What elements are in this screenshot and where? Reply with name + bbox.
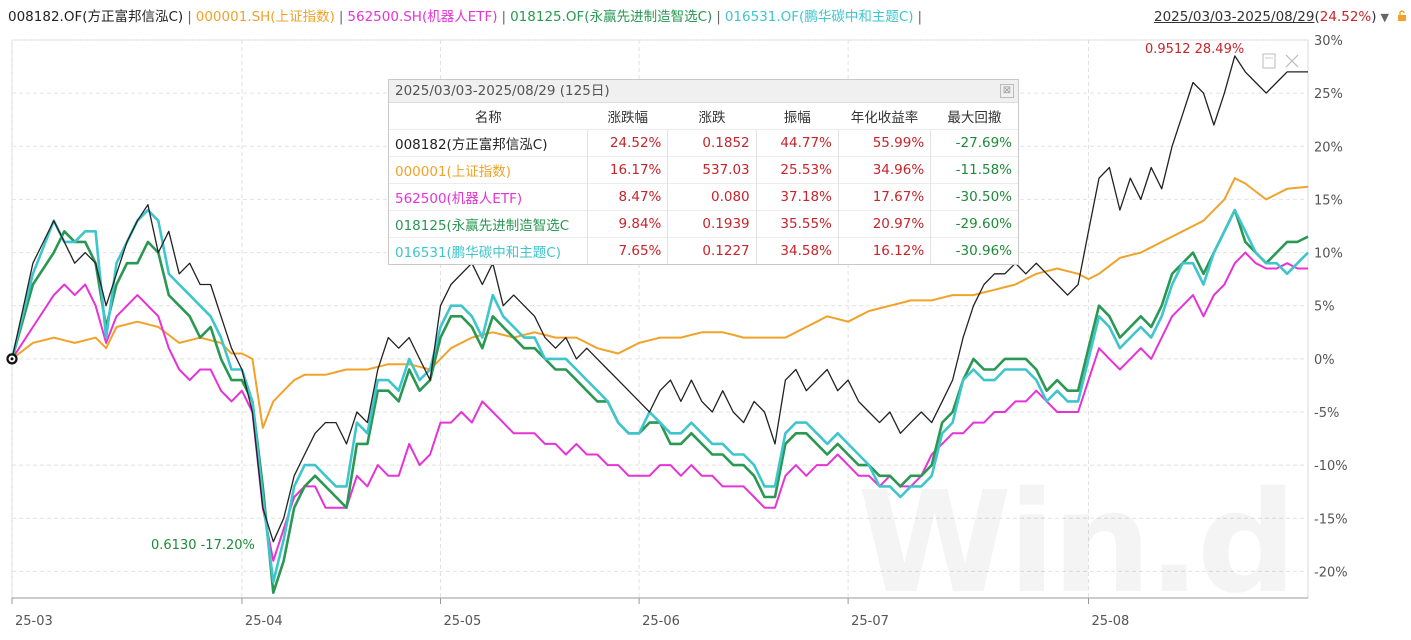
date-range-label: 2025/03/03-2025/08/29 <box>1153 9 1315 25</box>
legend-item-562500[interactable]: 562500.SH(机器人ETF) <box>347 9 498 25</box>
row-amplitude: 35.55% <box>755 210 839 238</box>
close-chart-icon[interactable] <box>1284 53 1300 69</box>
legend-item-008182[interactable]: 008182.OF(方正富邦信泓C) <box>8 9 184 25</box>
row-annualized: 55.99% <box>837 129 931 157</box>
row-chg: 0.080 <box>667 183 757 211</box>
table-row[interactable]: 000001(上证指数) 16.17% 537.03 25.53% 34.96%… <box>389 156 1018 184</box>
y-tick-label: 10% <box>1314 247 1343 262</box>
row-max-drawdown: -27.69% <box>930 129 1018 157</box>
stats-panel-header: 2025/03/03-2025/08/29 (125日) ⊠ <box>389 80 1018 103</box>
max-value-annotation: 0.9512 28.49% <box>1145 42 1245 57</box>
col-max-drawdown[interactable]: 最大回撤 <box>947 110 1002 126</box>
x-axis: 25-03 25-04 25-05 25-06 25-07 25-08 <box>11 597 1308 629</box>
x-tick-label: 25-05 <box>444 614 482 629</box>
chart-markers <box>6 353 18 365</box>
close-icon[interactable]: ⊠ <box>1000 84 1014 98</box>
y-tick-label: 25% <box>1314 87 1343 102</box>
start-point-dot <box>10 357 14 361</box>
min-value-annotation: 0.6130 -17.20% <box>151 538 255 553</box>
row-max-drawdown: -11.58% <box>930 156 1018 184</box>
table-row[interactable]: 008182(方正富邦信泓C) 24.52% 0.1852 44.77% 55.… <box>389 129 1018 157</box>
row-amplitude: 37.18% <box>755 183 839 211</box>
y-tick-label: -15% <box>1314 512 1348 527</box>
y-tick-label: 15% <box>1314 193 1343 208</box>
range-return-pct: 24.52% <box>1319 9 1372 25</box>
row-chg-pct: 7.65% <box>587 237 668 264</box>
row-amplitude: 44.77% <box>755 129 839 157</box>
col-annualized[interactable]: 年化收益率 <box>850 110 919 126</box>
row-max-drawdown: -30.50% <box>930 183 1018 211</box>
row-chg: 0.1939 <box>667 210 757 238</box>
col-chg[interactable]: 涨跌 <box>698 110 726 126</box>
row-chg-pct: 9.84% <box>587 210 668 238</box>
legend-item-016531[interactable]: 016531.OF(鹏华碳中和主题C) <box>724 9 914 25</box>
row-chg-pct: 16.17% <box>587 156 668 184</box>
table-row[interactable]: 562500(机器人ETF) 8.47% 0.080 37.18% 17.67%… <box>389 183 1018 211</box>
table-row[interactable]: 018125(永赢先进制造智选C 9.84% 0.1939 35.55% 20.… <box>389 210 1018 238</box>
y-tick-label: -5% <box>1314 406 1339 421</box>
series-lines <box>10 55 1309 594</box>
series-line <box>10 208 1309 584</box>
col-name[interactable]: 名称 <box>474 110 502 126</box>
legend-item-000001[interactable]: 000001.SH(上证指数) <box>195 9 335 25</box>
row-annualized: 34.96% <box>837 156 931 184</box>
row-chg: 0.1227 <box>667 237 757 264</box>
date-range-selector[interactable]: 2025/03/03-2025/08/29(24.52%) ▼ <box>1153 9 1389 25</box>
y-tick-label: 5% <box>1314 300 1335 315</box>
x-tick-label: 25-04 <box>245 614 283 629</box>
series-line <box>11 251 1308 562</box>
col-chg-pct[interactable]: 涨跌幅 <box>607 110 649 126</box>
row-name: 000001(上证指数) <box>389 156 588 184</box>
y-tick-label: -10% <box>1314 459 1348 474</box>
row-amplitude: 25.53% <box>755 156 839 184</box>
row-name: 562500(机器人ETF) <box>389 183 588 211</box>
row-annualized: 20.97% <box>837 210 931 238</box>
stats-panel-title: 2025/03/03-2025/08/29 (125日) <box>395 83 610 99</box>
lock-icon[interactable] <box>1397 10 1407 22</box>
row-amplitude: 34.58% <box>755 237 839 264</box>
watermark-logo: Win.d <box>858 462 1297 625</box>
row-name: 018125(永赢先进制造智选C <box>389 210 588 238</box>
row-annualized: 16.12% <box>837 237 931 264</box>
series-line <box>11 177 1309 429</box>
row-chg-pct: 8.47% <box>587 183 668 211</box>
x-tick-label: 25-03 <box>15 614 53 629</box>
x-tick-label: 25-07 <box>851 614 889 629</box>
series-line <box>11 55 1308 543</box>
y-tick-label: -20% <box>1314 565 1348 580</box>
y-tick-label: 20% <box>1314 140 1343 155</box>
row-max-drawdown: -30.96% <box>930 237 1018 264</box>
x-tick-label: 25-08 <box>1092 614 1130 629</box>
stats-panel: 2025/03/03-2025/08/29 (125日) ⊠ 名称 涨跌幅 涨跌… <box>388 79 1019 265</box>
document-icon[interactable] <box>1262 53 1276 69</box>
row-chg-pct: 24.52% <box>587 129 668 157</box>
x-tick-label: 25-06 <box>642 614 680 629</box>
row-name: 008182(方正富邦信泓C) <box>389 129 588 157</box>
y-tick-label: 0% <box>1314 353 1335 368</box>
legend-item-018125[interactable]: 018125.OF(永赢先进制造智选C) <box>510 9 713 25</box>
y-axis: 30% 25% 20% 15% 10% 5% 0% -5% -10% -15% -20% <box>1314 34 1348 580</box>
row-chg: 0.1852 <box>667 129 757 157</box>
table-row[interactable]: 016531(鹏华碳中和主题C) 7.65% 0.1227 34.58% 16.… <box>389 237 1018 264</box>
stats-header-row: 名称 涨跌幅 涨跌 振幅 年化收益率 最大回撤 <box>389 103 1018 130</box>
dropdown-triangle-icon[interactable]: ▼ <box>1380 11 1389 24</box>
row-name: 016531(鹏华碳中和主题C) <box>389 237 588 264</box>
row-annualized: 17.67% <box>837 183 931 211</box>
legend-bar: 008182.OF(方正富邦信泓C) | 000001.SH(上证指数) | 56250… <box>8 9 923 25</box>
y-tick-label: 30% <box>1314 34 1343 49</box>
row-chg: 537.03 <box>667 156 757 184</box>
stats-table: 名称 涨跌幅 涨跌 振幅 年化收益率 最大回撤 008182(方正富邦信泓C) … <box>389 103 1018 264</box>
col-amplitude[interactable]: 振幅 <box>783 110 811 126</box>
row-max-drawdown: -29.60% <box>930 210 1018 238</box>
